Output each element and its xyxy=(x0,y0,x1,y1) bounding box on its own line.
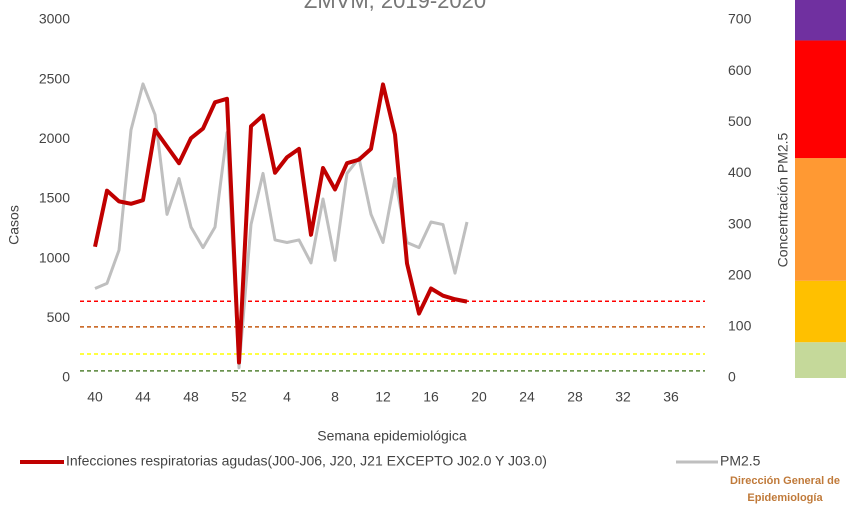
y2-tick-label: 500 xyxy=(728,113,752,129)
y-tick-label: 500 xyxy=(47,309,71,325)
y2-tick-label: 300 xyxy=(728,215,752,231)
y-tick-label: 2000 xyxy=(39,130,70,146)
color-band xyxy=(795,0,846,41)
color-band xyxy=(795,280,846,343)
y2-tick-label: 0 xyxy=(728,369,736,385)
logo-text: Dirección General de xyxy=(730,475,840,487)
y-axis-label: Casos xyxy=(6,205,22,245)
x-tick-label: 16 xyxy=(423,389,439,405)
x-tick-label: 44 xyxy=(135,389,151,405)
legend-label: Infecciones respiratorias agudas(J00-J06… xyxy=(66,453,547,469)
logo-text: Epidemiología xyxy=(747,492,823,504)
legend-label: PM2.5 xyxy=(720,453,761,469)
x-tick-label: 48 xyxy=(183,389,199,405)
y2-tick-label: 600 xyxy=(728,62,752,78)
x-tick-label: 20 xyxy=(471,389,487,405)
x-tick-label: 40 xyxy=(87,389,103,405)
chart-title: ZMVM, 2019-2020 xyxy=(304,0,486,13)
x-tick-label: 24 xyxy=(519,389,535,405)
x-tick-label: 8 xyxy=(331,389,339,405)
series-line xyxy=(93,82,468,365)
y2-tick-label: 100 xyxy=(728,318,752,334)
y2-tick-label: 400 xyxy=(728,164,752,180)
color-band xyxy=(795,342,846,378)
x-tick-label: 36 xyxy=(663,389,679,405)
x-tick-label: 12 xyxy=(375,389,391,405)
y-tick-label: 2500 xyxy=(39,70,70,86)
color-band xyxy=(795,158,846,281)
x-tick-label: 28 xyxy=(567,389,583,405)
series-line xyxy=(94,82,469,370)
y-tick-label: 0 xyxy=(62,369,70,385)
y-tick-label: 3000 xyxy=(39,11,70,27)
y-tick-label: 1500 xyxy=(39,190,70,206)
x-tick-label: 52 xyxy=(231,389,247,405)
y-tick-label: 1000 xyxy=(39,249,70,265)
y2-tick-label: 200 xyxy=(728,266,752,282)
x-tick-label: 4 xyxy=(283,389,291,405)
y2-tick-label: 700 xyxy=(728,11,752,27)
y2-axis-label: Concentración PM2.5 xyxy=(775,132,791,267)
x-axis-label: Semana epidemiológica xyxy=(317,428,467,444)
color-band xyxy=(795,40,846,159)
x-tick-label: 32 xyxy=(615,389,631,405)
